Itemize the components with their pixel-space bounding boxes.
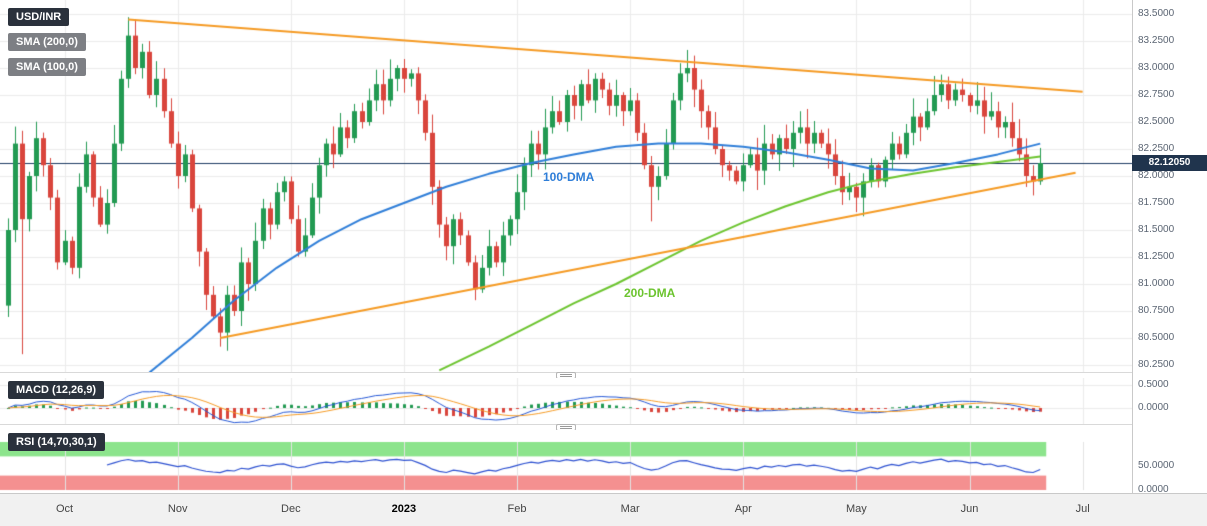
time-axis-label: Mar [620,503,640,515]
axis-tick-label: 80.5000 [1138,332,1175,343]
time-axis-label: Jun [960,503,979,515]
rsi-canvas[interactable] [0,430,1132,493]
macd-badge[interactable]: MACD (12,26,9) [8,381,105,399]
axis-tick-label: 82.7500 [1138,89,1175,100]
time-axis-label: Dec [281,503,301,515]
symbol-badge[interactable]: USD/INR [8,8,70,26]
axis-tick-label: 83.2500 [1138,35,1175,46]
macd-panel: MACD (12,26,9) [0,378,1132,424]
last-price-tag: 82.12050 [1132,154,1207,171]
axis-tick-label: 0.5000 [1138,379,1169,390]
sma200-badge[interactable]: SMA (200,0) [8,33,86,51]
axis-tick-label: 81.2500 [1138,251,1175,262]
axis-tick-label: 50.0000 [1138,460,1175,471]
axis-tick-label: 80.7500 [1138,305,1175,316]
axis-tick-label: 83.0000 [1138,62,1175,73]
chart-panels-column: USD/INR SMA (200,0) SMA (100,0) 100-DMA … [0,0,1132,493]
dma200-annotation: 200-DMA [624,286,676,300]
axis-tick-label: 82.0000 [1138,170,1175,181]
axis-tick-label: 81.0000 [1138,278,1175,289]
axis-tick-label: 82.2500 [1138,143,1175,154]
sma100-badge[interactable]: SMA (100,0) [8,58,86,76]
axis-tick-label: 0.0000 [1138,484,1169,495]
price-axis[interactable]: 83.5000 83.2500 83.0000 82.7500 82.5000 82.25… [1132,0,1207,495]
axis-tick-label: 81.5000 [1138,224,1175,235]
main-chart-canvas[interactable] [0,0,1132,372]
macd-canvas[interactable] [0,378,1132,424]
rsi-panel: RSI (14,70,30,1) [0,430,1132,493]
time-axis-label: Jul [1075,503,1090,515]
axis-tick-label: 0.0000 [1138,402,1169,413]
time-axis-label: Feb [507,503,527,515]
rsi-badge[interactable]: RSI (14,70,30,1) [8,433,105,451]
axis-tick-label: 83.5000 [1138,8,1175,19]
dma100-annotation: 100-DMA [543,170,595,184]
axis-tick-label: 82.5000 [1138,116,1175,127]
time-axis-label: May [846,503,867,515]
time-axis-label: Oct [55,503,74,515]
axis-tick-label: 81.7500 [1138,197,1175,208]
time-axis[interactable]: Oct Nov Dec 2023 Feb Mar Apr May Jun Jul [0,493,1207,526]
time-axis-label: Nov [167,503,188,515]
axis-tick-label: 80.2500 [1138,359,1175,370]
time-axis-label: 2023 [391,503,417,515]
time-axis-label: Apr [734,503,752,515]
main-chart-panel: USD/INR SMA (200,0) SMA (100,0) 100-DMA … [0,0,1132,372]
